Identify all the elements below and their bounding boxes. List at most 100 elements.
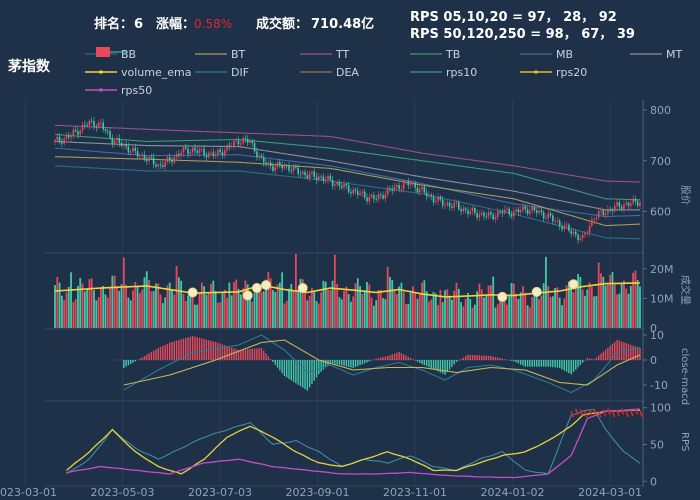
macd-histogram-bar — [526, 360, 529, 367]
volume-bar — [634, 270, 637, 328]
candle-body — [416, 187, 419, 193]
volume-bar — [469, 298, 472, 328]
candle-body — [67, 135, 70, 138]
candle-body — [201, 148, 203, 150]
candle-body — [545, 218, 547, 219]
macd-histogram-bar — [384, 356, 387, 360]
volume-bar — [540, 295, 543, 328]
macd-histogram-bar — [425, 360, 428, 367]
candle-body — [409, 184, 412, 186]
macd-histogram-bar — [460, 359, 462, 360]
volume-bar — [136, 285, 139, 328]
candle-body — [384, 194, 387, 199]
candle-body — [556, 220, 559, 222]
volume-bar — [625, 288, 628, 328]
volume-bar — [602, 276, 605, 328]
macd-histogram-bar — [288, 360, 290, 379]
macd-histogram-bar — [143, 356, 146, 360]
candle-body — [219, 149, 221, 153]
candle-body — [373, 195, 375, 199]
candle-body — [313, 171, 316, 177]
volume-bar — [99, 287, 102, 328]
candle-body — [515, 209, 517, 212]
candle-body — [79, 130, 82, 135]
rps-strong-marker — [630, 410, 634, 417]
candle-body — [623, 204, 625, 210]
volume-bar — [535, 291, 538, 328]
macd-histogram-bar — [464, 356, 467, 360]
macd-histogram-bar — [579, 360, 582, 365]
macd-histogram-bar — [439, 360, 442, 373]
macd-histogram-bar — [221, 344, 224, 360]
volume-bar — [531, 297, 534, 328]
macd-histogram-bar — [389, 355, 391, 360]
candle-body — [106, 130, 109, 132]
volume-bar — [129, 300, 132, 328]
band-line-tb — [54, 133, 641, 201]
band-line-mb — [54, 147, 641, 218]
volume-bar — [281, 272, 284, 328]
volume-bar — [453, 290, 456, 328]
candle-body — [391, 188, 394, 191]
candle-body — [538, 210, 540, 213]
volume-bar — [448, 297, 451, 328]
candle-body — [558, 220, 561, 227]
candle-body — [625, 202, 628, 205]
candle-body — [620, 206, 623, 210]
date-tick-label: 2023-11-01 — [383, 486, 447, 499]
volume-bar — [90, 278, 93, 328]
volume-bar — [219, 302, 222, 328]
rps-strong-marker — [616, 409, 620, 417]
volume-signal-marker — [242, 290, 253, 301]
volume-bar — [251, 301, 254, 328]
macd-histogram-bar — [494, 357, 497, 360]
legend-label: rps20 — [556, 66, 587, 79]
volume-bar — [258, 284, 261, 328]
volume-bar — [522, 286, 524, 328]
macd-tick-label: 0 — [650, 354, 657, 367]
macd-histogram-bar — [304, 360, 306, 390]
volume-bar — [620, 283, 623, 328]
macd-histogram-bar — [407, 356, 409, 360]
volume-bar — [618, 293, 621, 328]
macd-histogram-bar — [269, 359, 272, 360]
macd-histogram-bar — [517, 360, 520, 364]
candle-body — [396, 185, 398, 187]
macd-histogram-bar — [531, 360, 533, 367]
macd-histogram-bar — [462, 357, 465, 360]
legend-label: MT — [666, 48, 682, 61]
volume-bar — [253, 293, 256, 328]
macd-histogram-bar — [405, 355, 407, 360]
macd-histogram-bar — [563, 360, 565, 371]
macd-histogram-bar — [196, 337, 198, 360]
volume-bar — [276, 284, 279, 328]
macd-histogram-bar — [471, 354, 474, 360]
volume-bar — [299, 278, 302, 328]
candle-body — [301, 171, 304, 175]
candle-body — [467, 210, 469, 215]
volume-bar — [588, 282, 591, 328]
candle-body — [267, 162, 270, 165]
macd-histogram-bar — [577, 360, 579, 368]
volume-axis-label: 成交量 — [679, 275, 692, 305]
volume-bar — [577, 274, 579, 328]
macd-histogram-bar — [513, 360, 515, 362]
candle-body — [132, 147, 134, 152]
volume-bar — [386, 266, 389, 328]
volume-bar — [450, 299, 453, 328]
candle-body — [363, 191, 366, 198]
volume-bar — [377, 289, 380, 328]
dea-line — [123, 339, 641, 386]
volume-bar — [368, 284, 371, 328]
macd-histogram-bar — [125, 360, 127, 367]
macd-histogram-bar — [297, 360, 299, 385]
volume-bar — [221, 292, 224, 328]
macd-histogram-bar — [228, 346, 231, 360]
candle-body — [336, 182, 338, 185]
macd-histogram-bar — [283, 360, 286, 376]
volume-bar — [95, 300, 98, 328]
macd-histogram-bar — [240, 349, 242, 360]
legend-item: DIF — [195, 66, 249, 79]
macd-histogram-bar — [368, 360, 370, 362]
